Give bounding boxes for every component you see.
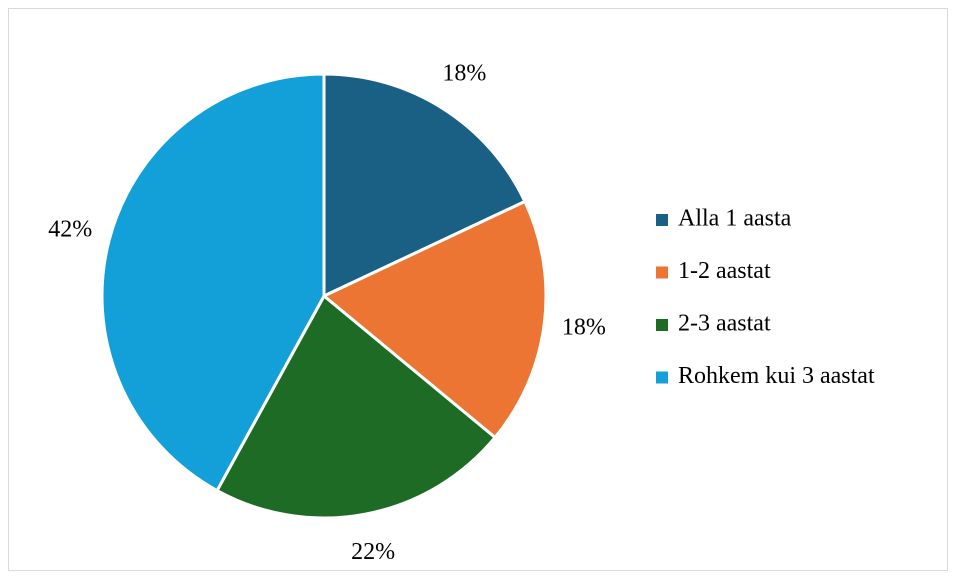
legend-label: Alla 1 aasta [678,206,792,232]
pie-slice [100,72,326,493]
legend-label: Rohkem kui 3 aastat [678,363,875,389]
data-label: 18% [442,60,486,86]
data-label: 42% [48,216,92,242]
pie-slice [215,293,498,520]
legend-label: 2-3 aastat [678,311,771,337]
pie-slice [322,72,527,299]
legend-swatch [656,319,668,331]
data-label: 18% [562,314,606,340]
legend-swatch [656,214,668,226]
legend-swatch [656,371,668,384]
legend-label: 1-2 aastat [678,258,771,284]
data-label: 22% [351,539,395,565]
legend-swatch [656,266,668,279]
pie-slice [321,199,548,440]
